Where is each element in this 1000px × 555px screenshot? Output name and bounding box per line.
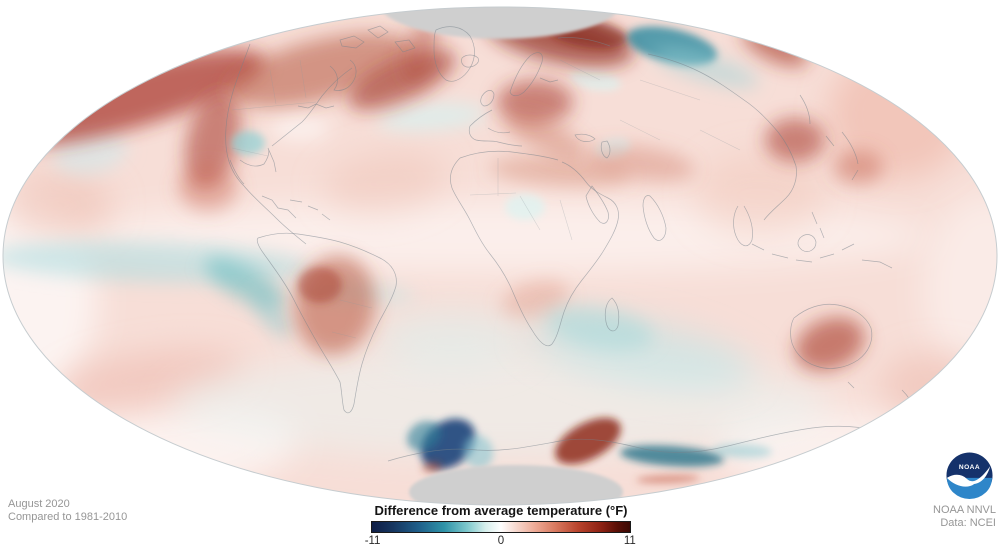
anomaly-field	[3, 9, 997, 505]
colorbar: Difference from average temperature (°F)…	[365, 503, 636, 549]
map-date-block: August 2020 Compared to 1981-2010	[8, 498, 127, 524]
colorbar-ticks: -11 0 11	[365, 535, 636, 549]
credit-data-ncei: Data: NCEI	[940, 517, 996, 529]
coastlines	[225, 25, 923, 462]
colorbar-min-label: -11	[364, 535, 381, 547]
noaa-logo-gull-icon	[946, 466, 991, 487]
map-boundary	[2, 6, 998, 506]
colorbar-gradient	[371, 521, 631, 533]
polar-nodata-caps	[378, 7, 623, 505]
noaa-logo-text: NOAA	[959, 464, 980, 471]
colorbar-max-label: 11	[623, 535, 636, 547]
map-period-label: August 2020	[8, 498, 70, 510]
map-baseline-label: Compared to 1981-2010	[8, 511, 128, 523]
colorbar-mid-label: 0	[497, 535, 505, 547]
noaa-logo: NOAA	[946, 452, 993, 499]
credits-block: NOAA NNVL Data: NCEI	[933, 504, 996, 530]
credit-noaa-nnvl: NOAA NNVL	[933, 504, 996, 516]
colorbar-title: Difference from average temperature (°F)	[374, 503, 628, 518]
